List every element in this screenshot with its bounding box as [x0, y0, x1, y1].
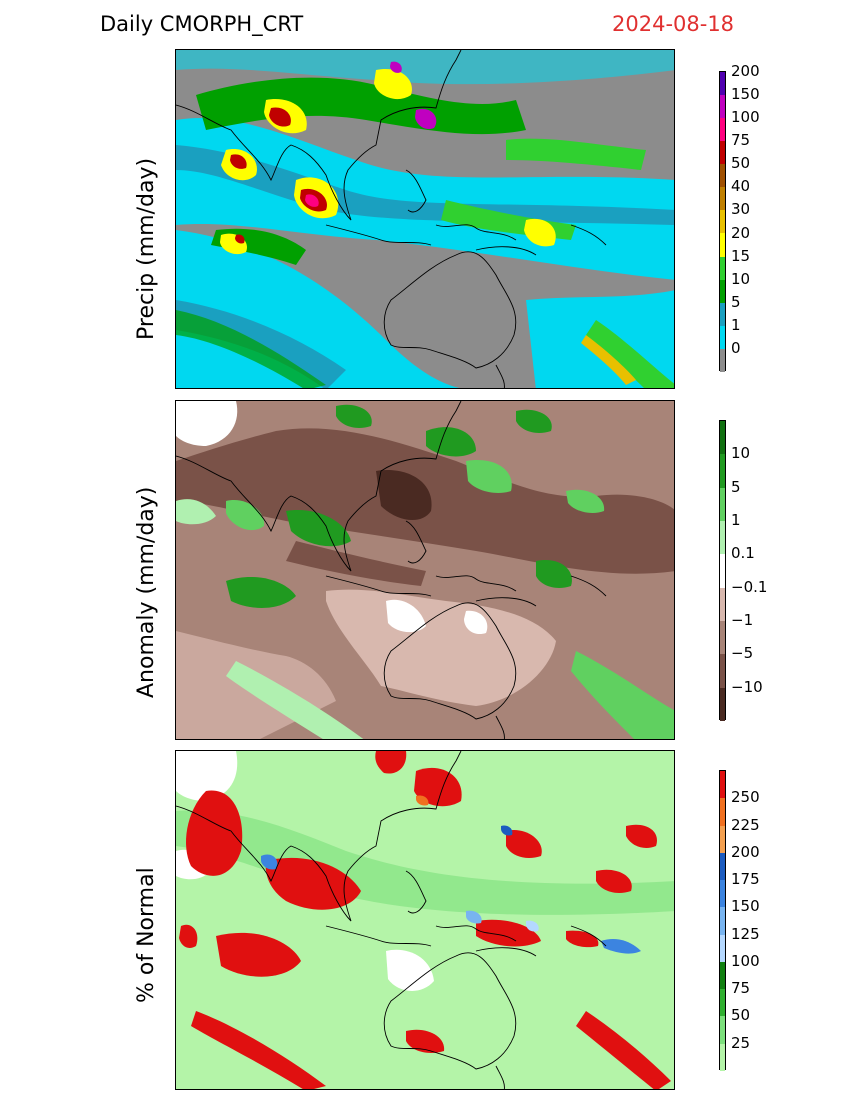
percent-normal-map [176, 751, 674, 1089]
precip-colorbar [719, 71, 726, 372]
colorbar-swatch [720, 520, 725, 555]
date-label: 2024-08-18 [612, 12, 735, 36]
precip-map [176, 50, 674, 388]
colorbar-tick-label: 150 [731, 85, 760, 104]
colorbar-swatch [720, 95, 725, 119]
colorbar-tick-label: 20 [731, 223, 751, 242]
colorbar-swatch [720, 421, 725, 455]
colorbar-tick-label: −10 [731, 677, 763, 696]
colorbar-swatch [720, 1016, 725, 1044]
colorbar-swatch [720, 989, 725, 1017]
colorbar-tick-label: 1 [731, 511, 741, 529]
colorbar-swatch [720, 454, 725, 488]
colorbar-swatch [720, 348, 725, 372]
precip-axis-label: Precip (mm/day) [134, 157, 159, 340]
percent-normal-map-panel [175, 750, 675, 1090]
colorbar-swatch [720, 961, 725, 990]
colorbar-swatch [720, 141, 725, 165]
colorbar-swatch [720, 233, 725, 257]
anomaly-map [176, 401, 674, 739]
colorbar-swatch [720, 1043, 725, 1071]
colorbar-tick-label: 5 [731, 292, 741, 311]
anomaly-colorbar [719, 420, 726, 721]
colorbar-swatch [720, 880, 725, 908]
colorbar-tick-label: 1 [731, 315, 741, 334]
colorbar-tick-label: 100 [731, 108, 760, 127]
percent-normal-axis-label: % of Normal [134, 867, 159, 1003]
colorbar-swatch [720, 587, 725, 621]
colorbar-tick-label: 100 [731, 951, 760, 970]
colorbar-tick-label: 10 [731, 444, 751, 463]
colorbar-swatch [720, 798, 725, 826]
colorbar-swatch [720, 620, 725, 655]
colorbar-tick-label: 0 [731, 338, 741, 357]
colorbar-swatch [720, 256, 725, 280]
colorbar-tick-label: 25 [731, 1033, 751, 1052]
colorbar-tick-label: 30 [731, 200, 751, 219]
colorbar-tick-label: −5 [731, 644, 754, 663]
colorbar-tick-label: 15 [731, 246, 751, 265]
colorbar-tick-label: 200 [731, 842, 760, 861]
colorbar-swatch [720, 771, 725, 799]
colorbar-swatch [720, 302, 725, 326]
colorbar-swatch [720, 654, 725, 688]
coastline-overlay [176, 401, 607, 739]
colorbar-swatch [720, 118, 725, 142]
colorbar-swatch [720, 934, 725, 962]
colorbar-tick-label: −1 [731, 611, 754, 629]
anomaly-map-panel [175, 400, 675, 740]
colorbar-tick-label: 50 [731, 154, 751, 173]
colorbar-tick-label: 75 [731, 979, 751, 998]
colorbar-tick-label: 150 [731, 897, 760, 916]
colorbar-swatch [720, 72, 725, 96]
colorbar-tick-label: 125 [731, 924, 760, 943]
colorbar-tick-label: 250 [731, 788, 760, 807]
colorbar-tick-label: 10 [731, 269, 751, 288]
colorbar-swatch [720, 187, 725, 211]
colorbar-swatch [720, 907, 725, 935]
coastline-overlay [176, 50, 607, 388]
precip-map-panel [175, 49, 675, 389]
colorbar-swatch [720, 487, 725, 521]
colorbar-tick-label: 175 [731, 870, 760, 889]
colorbar-tick-label: 225 [731, 815, 760, 834]
colorbar-swatch [720, 852, 725, 881]
anomaly-axis-label: Anomaly (mm/day) [134, 486, 159, 698]
colorbar-tick-label: −0.1 [731, 577, 768, 596]
colorbar-tick-label: 0.1 [731, 544, 755, 563]
percent-normal-colorbar [719, 770, 726, 1071]
colorbar-swatch [720, 279, 725, 303]
colorbar-swatch [720, 164, 725, 188]
colorbar-swatch [720, 325, 725, 349]
colorbar-tick-label: 40 [731, 177, 751, 196]
product-title: Daily CMORPH_CRT [100, 12, 304, 36]
colorbar-swatch [720, 825, 725, 853]
colorbar-tick-label: 50 [731, 1006, 751, 1025]
colorbar-swatch [720, 687, 725, 721]
colorbar-swatch [720, 210, 725, 234]
colorbar-tick-label: 5 [731, 477, 741, 496]
colorbar-tick-label: 75 [731, 131, 751, 150]
coastline-overlay [176, 751, 607, 1089]
colorbar-swatch [720, 554, 725, 588]
colorbar-tick-label: 200 [731, 62, 760, 80]
